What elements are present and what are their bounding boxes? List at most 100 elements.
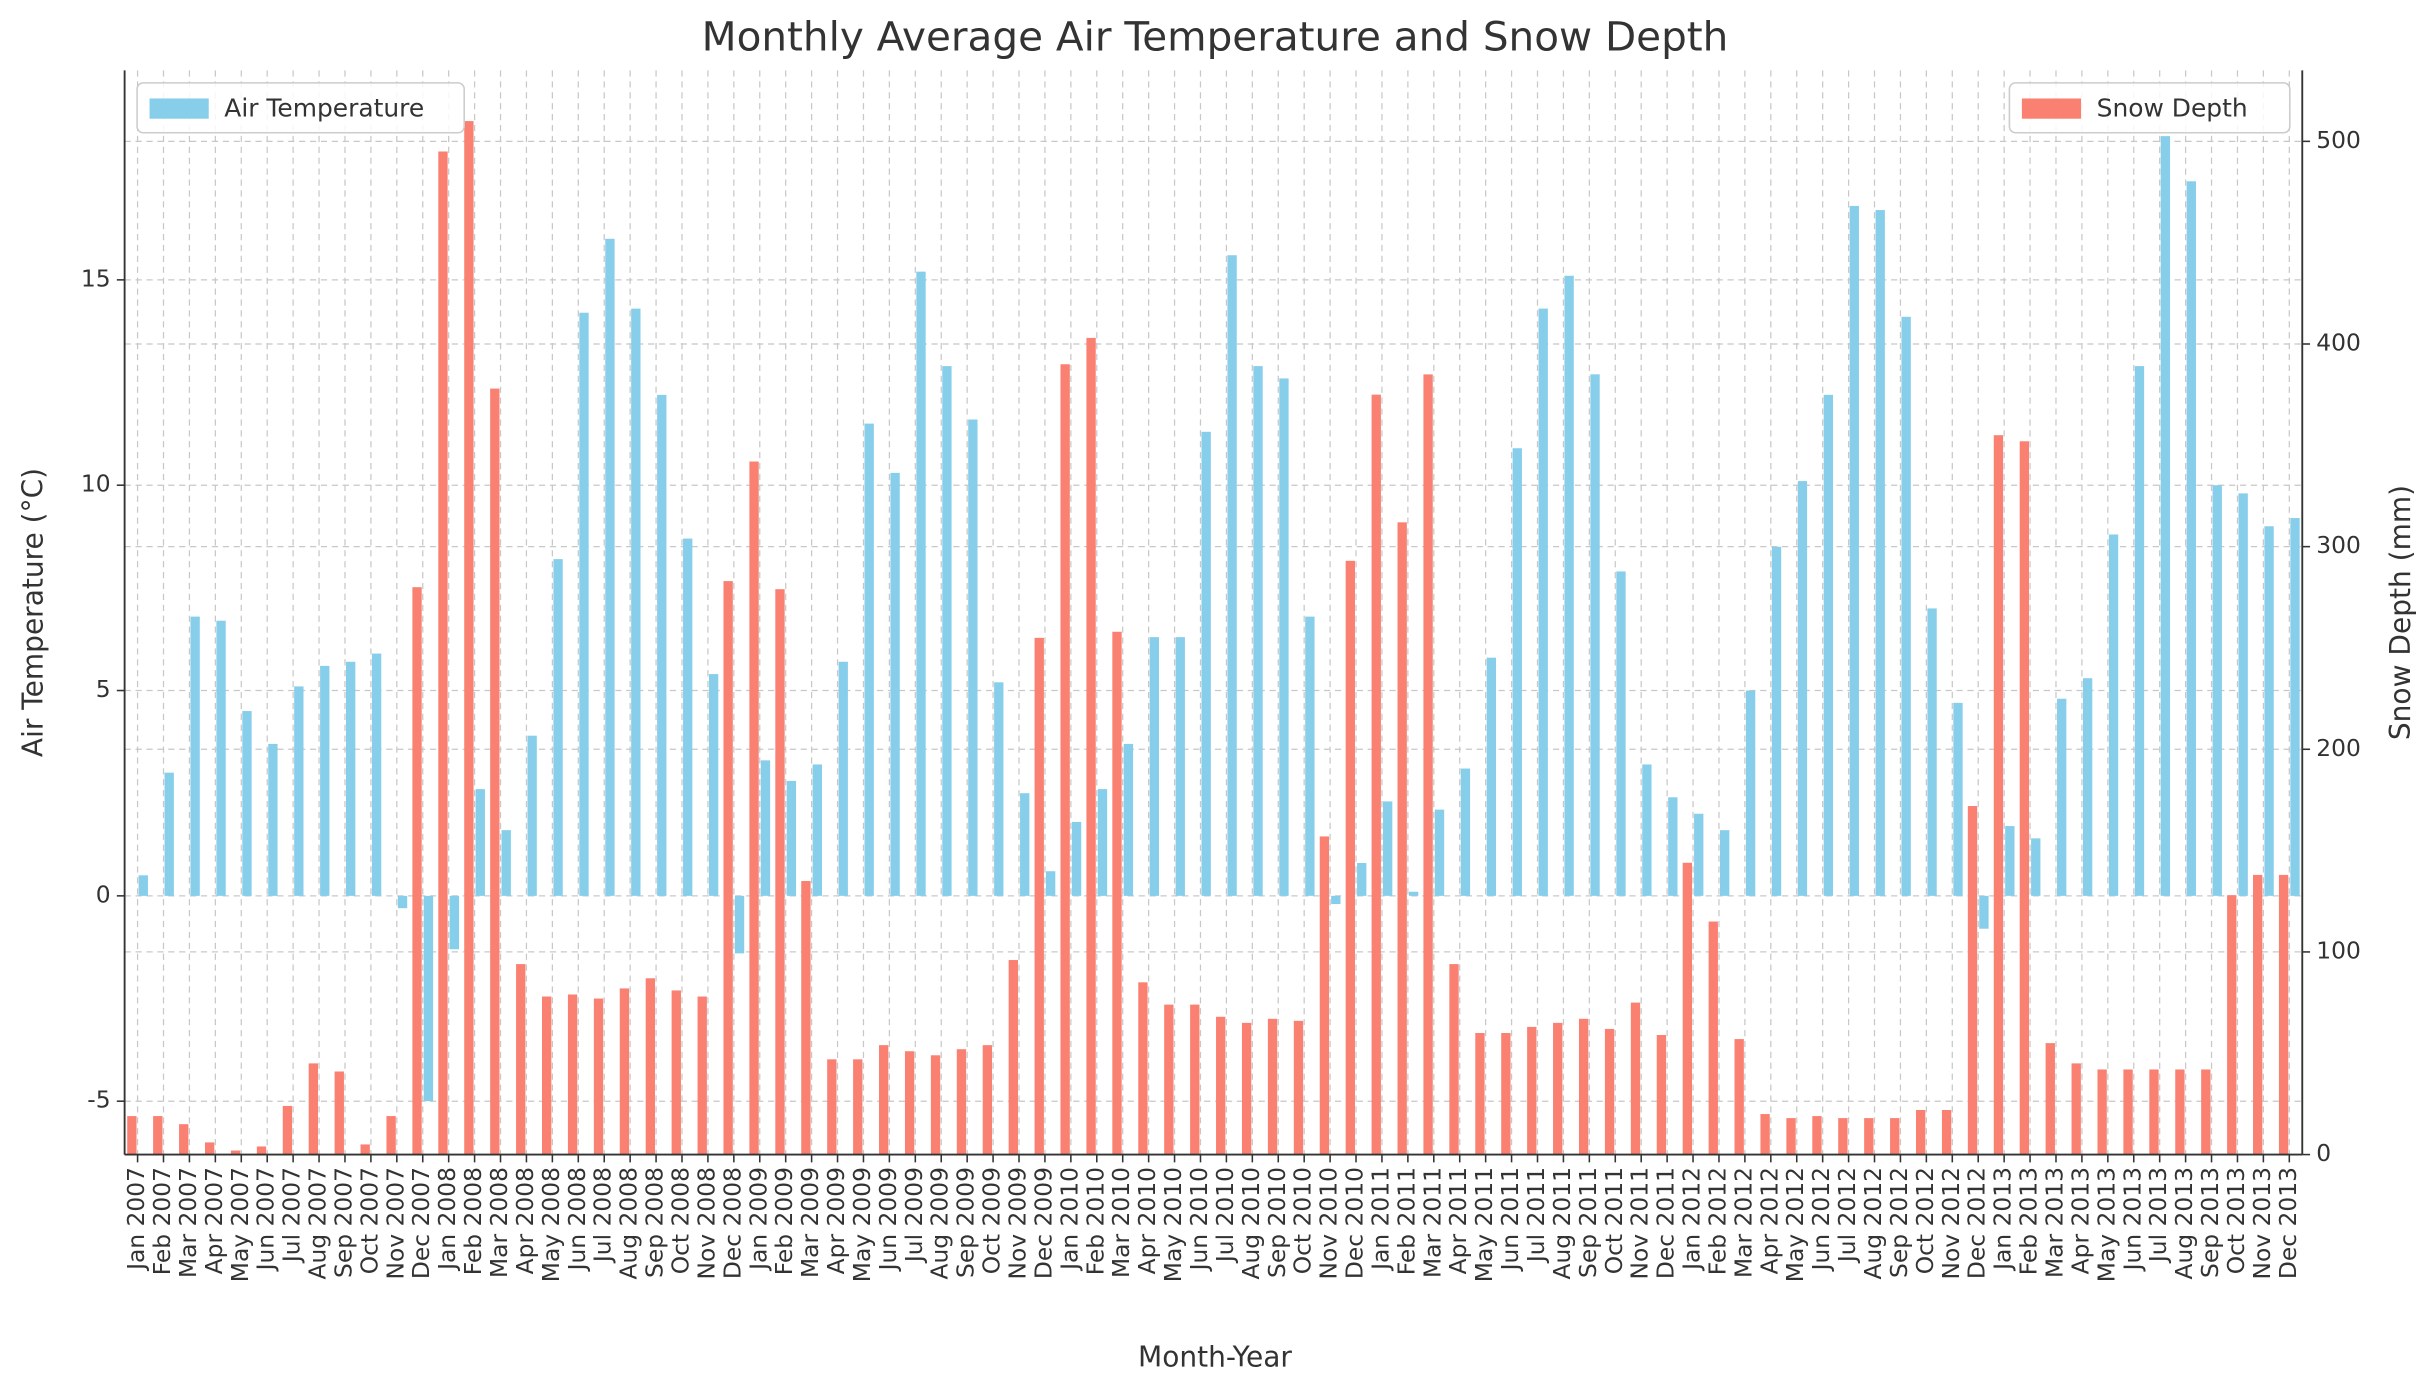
bar: [2149, 1069, 2159, 1155]
bar: [1527, 1026, 1537, 1155]
bar: [449, 895, 460, 950]
bar: [2186, 181, 2196, 896]
x-tick-label: Jan 2007: [122, 1167, 150, 1272]
bar: [760, 760, 771, 896]
bar: [838, 661, 848, 896]
bar: [1668, 797, 1678, 896]
bar: [216, 620, 226, 896]
x-tick-label: Apr 2011: [1444, 1167, 1472, 1274]
x-tick-label: Jun 2008: [563, 1167, 591, 1272]
x-tick-label: Jul 2010: [1211, 1167, 1239, 1264]
x-axis-label: Month-Year: [1138, 1341, 1292, 1374]
bar: [1553, 1022, 1563, 1155]
x-tick-label: Oct 2010: [1289, 1167, 1317, 1274]
x-tick-label: Jun 2007: [252, 1167, 280, 1272]
bar: [1008, 960, 1018, 1155]
x-tick-label: Nov 2007: [381, 1167, 409, 1279]
bar: [2201, 1069, 2211, 1155]
bar: [631, 308, 641, 896]
bar: [2160, 136, 2171, 896]
bar: [1241, 1022, 1252, 1155]
bar: [1475, 1032, 1485, 1155]
x-tick-label: Nov 2010: [1315, 1167, 1343, 1279]
bar: [334, 1071, 344, 1155]
x-tick-label: Sep 2012: [1885, 1167, 1913, 1278]
bar: [2227, 895, 2237, 1155]
bar: [1227, 255, 1237, 896]
x-tick-label: Jun 2009: [874, 1167, 902, 1272]
bar: [775, 589, 785, 1155]
bar: [268, 743, 278, 896]
bar: [2264, 526, 2274, 896]
x-tick-label: Dec 2012: [1963, 1167, 1991, 1279]
x-tick-label: May 2012: [1781, 1167, 1809, 1282]
bar: [1216, 1016, 1226, 1155]
x-tick-label: Jun 2013: [2118, 1167, 2146, 1272]
bar: [1682, 862, 1693, 1155]
bar: [994, 682, 1004, 896]
bar: [1293, 1020, 1304, 1155]
bar: [1423, 374, 1433, 1155]
bar: [541, 996, 552, 1155]
bar: [1590, 374, 1600, 896]
y-tick-label: 15: [81, 264, 111, 292]
bar: [930, 1055, 941, 1155]
x-tick-label: Dec 2008: [718, 1167, 746, 1279]
x-tick-label: Sep 2010: [1263, 1167, 1291, 1278]
bar: [853, 1059, 863, 1155]
bar: [1630, 1002, 1641, 1155]
bar: [697, 996, 707, 1155]
bar: [1060, 364, 1070, 1155]
bar: [127, 1116, 137, 1155]
bar: [1890, 1118, 1900, 1155]
x-tick-label: Jul 2007: [278, 1167, 306, 1264]
bar: [346, 661, 356, 896]
bar: [2134, 366, 2145, 896]
bar: [1694, 813, 1704, 896]
bar: [1993, 435, 2004, 1155]
bar: [916, 271, 926, 896]
bar: [1812, 1116, 1822, 1155]
bar: [464, 121, 474, 1155]
bar: [2123, 1069, 2133, 1155]
x-tick-label: May 2009: [848, 1167, 876, 1282]
bar: [1149, 637, 1160, 896]
bar: [1045, 871, 1056, 896]
legend-label: Air Temperature: [224, 93, 424, 122]
bar: [516, 964, 526, 1155]
bar: [1434, 809, 1445, 896]
bar: [734, 895, 745, 954]
bar: [1279, 378, 1289, 896]
x-tick-label: Dec 2013: [2274, 1167, 2302, 1279]
bar: [2175, 1069, 2185, 1155]
x-tick-label: Aug 2008: [615, 1167, 643, 1280]
bar: [1112, 631, 1122, 1155]
x-tick-label: Jul 2008: [589, 1167, 617, 1264]
y2-tick-label: 200: [2316, 734, 2361, 762]
bar: [605, 238, 615, 896]
x-tick-label: Oct 2012: [1911, 1167, 1939, 1274]
x-tick-label: Apr 2013: [2066, 1167, 2094, 1274]
bar: [1382, 801, 1393, 896]
legend-swatch: [2021, 98, 2082, 119]
bar: [2057, 698, 2067, 896]
bar: [645, 978, 656, 1155]
x-tick-label: Jan 2010: [1055, 1167, 1083, 1272]
bar: [190, 616, 200, 896]
y2-tick-label: 100: [2316, 936, 2361, 964]
bar: [475, 789, 485, 896]
bar: [1564, 275, 1574, 896]
bar: [2045, 1043, 2055, 1155]
bar: [1319, 836, 1330, 1155]
bar: [256, 1146, 267, 1155]
bar: [1864, 1118, 1874, 1155]
bar: [1164, 1004, 1174, 1155]
bar: [708, 674, 719, 896]
x-tick-label: May 2007: [226, 1167, 254, 1282]
x-tick-label: Dec 2011: [1652, 1167, 1680, 1279]
bar: [1345, 560, 1355, 1155]
bar: [1486, 657, 1497, 896]
bar: [1760, 1114, 1770, 1155]
bar: [204, 1142, 215, 1155]
